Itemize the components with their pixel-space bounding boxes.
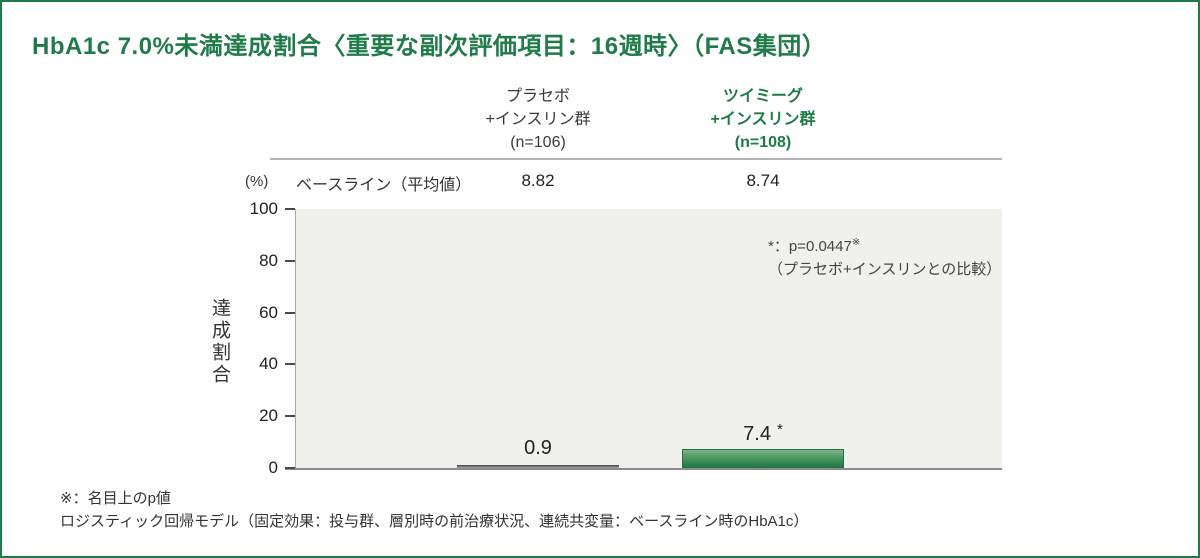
p-value-line: *：p=0.0447※: [768, 237, 861, 255]
group-name-line: プラセボ: [505, 88, 570, 105]
y-tick-label: 20: [259, 406, 278, 426]
y-tick-mark: [285, 467, 295, 469]
p-value-annotation: *：p=0.0447※ （プラセボ+インスリンとの比較）: [768, 231, 1001, 281]
y-tick-mark: [285, 363, 295, 366]
baseline-value-placebo: 8.82: [521, 171, 555, 190]
x-axis-line: [285, 468, 1002, 470]
y-axis-unit-label: (%): [245, 173, 269, 190]
plot-area: [295, 209, 1002, 469]
footnote-line: ※：名目上のp値: [60, 490, 171, 507]
y-tick-label: 80: [259, 250, 278, 270]
y-tick-mark: [285, 311, 295, 314]
group-n-count: (n=106): [510, 134, 566, 151]
bar-twymeeg: [682, 449, 844, 468]
comparison-line: （プラセボ+インスリンとの比較）: [768, 261, 1002, 278]
y-tick-mark: [285, 415, 295, 418]
group-header-placebo: プラセボ +インスリン群 (n=106): [438, 85, 638, 154]
header-divider: [270, 158, 1002, 160]
bar-value-label: 0.9: [524, 437, 552, 459]
y-tick-label: 0: [268, 458, 278, 477]
y-tick-mark: [285, 208, 295, 210]
group-header-twymeeg: ツイミーグ +インスリン群 (n=108): [663, 85, 863, 154]
bar-value-label: 7.4 *: [743, 421, 783, 445]
y-tick-label: 60: [259, 302, 278, 322]
group-name-line: ツイミーグ: [722, 88, 803, 105]
y-axis-title: 達成割合: [209, 298, 230, 386]
y-tick-mark: [285, 259, 295, 262]
group-name-line: +インスリン群: [485, 111, 591, 128]
group-name-line: +インスリン群: [710, 111, 816, 128]
baseline-value-twymeeg: 8.74: [746, 171, 780, 190]
y-tick-label: 40: [259, 354, 278, 374]
y-tick-label: 100: [249, 199, 278, 218]
significance-asterisk: *: [776, 421, 783, 438]
bar-placebo: [457, 465, 619, 468]
group-n-count: (n=108): [734, 134, 792, 151]
footnote-line: ロジスティック回帰モデル（固定効果：投与群、層別時の前治療状況、連続共変量：ベー…: [60, 513, 809, 530]
footnotes: ※：名目上のp値 ロジスティック回帰モデル（固定効果：投与群、層別時の前治療状況…: [60, 487, 808, 533]
chart-title: HbA1c 7.0%未満達成割合〈重要な副次評価項目：16週時〉（FAS集団）: [32, 33, 827, 60]
baseline-row-label: ベースライン（平均値）: [296, 177, 472, 194]
